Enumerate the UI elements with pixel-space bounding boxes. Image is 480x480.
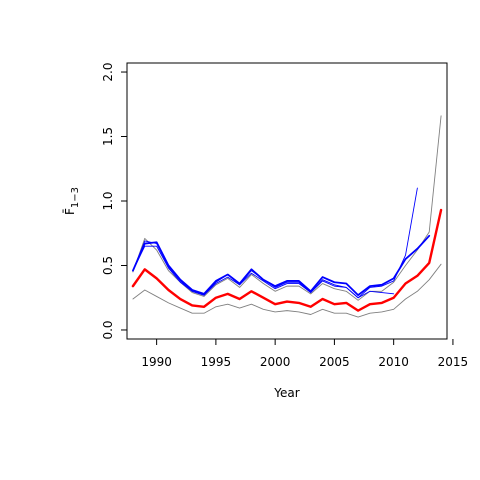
x-tick-label-1990: 1990 xyxy=(141,355,172,369)
y-tick-label-3: 1.5 xyxy=(101,127,115,146)
series-line-3 xyxy=(132,187,418,299)
y-tick-label-4: 2.0 xyxy=(101,62,115,81)
y-axis: 0.0 0.5 1.0 1.5 2.0 xyxy=(101,62,128,340)
y-axis-title-subscript: 1−3 xyxy=(70,187,81,208)
series-line-6 xyxy=(131,208,443,312)
x-axis: 1990 1995 2000 2005 2010 2015 xyxy=(141,338,469,369)
x-tick-label-2000: 2000 xyxy=(260,355,291,369)
y-axis-title: F̄1−3 xyxy=(63,187,81,215)
x-axis-title: Year xyxy=(273,386,299,400)
plot-area xyxy=(126,62,448,340)
y-tick-label-1: 0.5 xyxy=(101,256,115,275)
svg-text:F̄1−3: F̄1−3 xyxy=(63,187,81,215)
y-axis-title-main: F̄ xyxy=(63,208,77,215)
series-line-2 xyxy=(132,115,442,301)
series-layer xyxy=(131,115,443,318)
series-line-5 xyxy=(132,234,431,297)
x-tick-label-2010: 2010 xyxy=(378,355,409,369)
y-tick-label-0: 0.0 xyxy=(101,320,115,339)
plot-frame xyxy=(126,62,448,340)
series-line-1 xyxy=(132,263,442,318)
y-tick-label-2: 1.0 xyxy=(101,191,115,210)
x-tick-label-1995: 1995 xyxy=(201,355,232,369)
x-tick-label-2015: 2015 xyxy=(438,355,469,369)
x-tick-label-2005: 2005 xyxy=(319,355,350,369)
